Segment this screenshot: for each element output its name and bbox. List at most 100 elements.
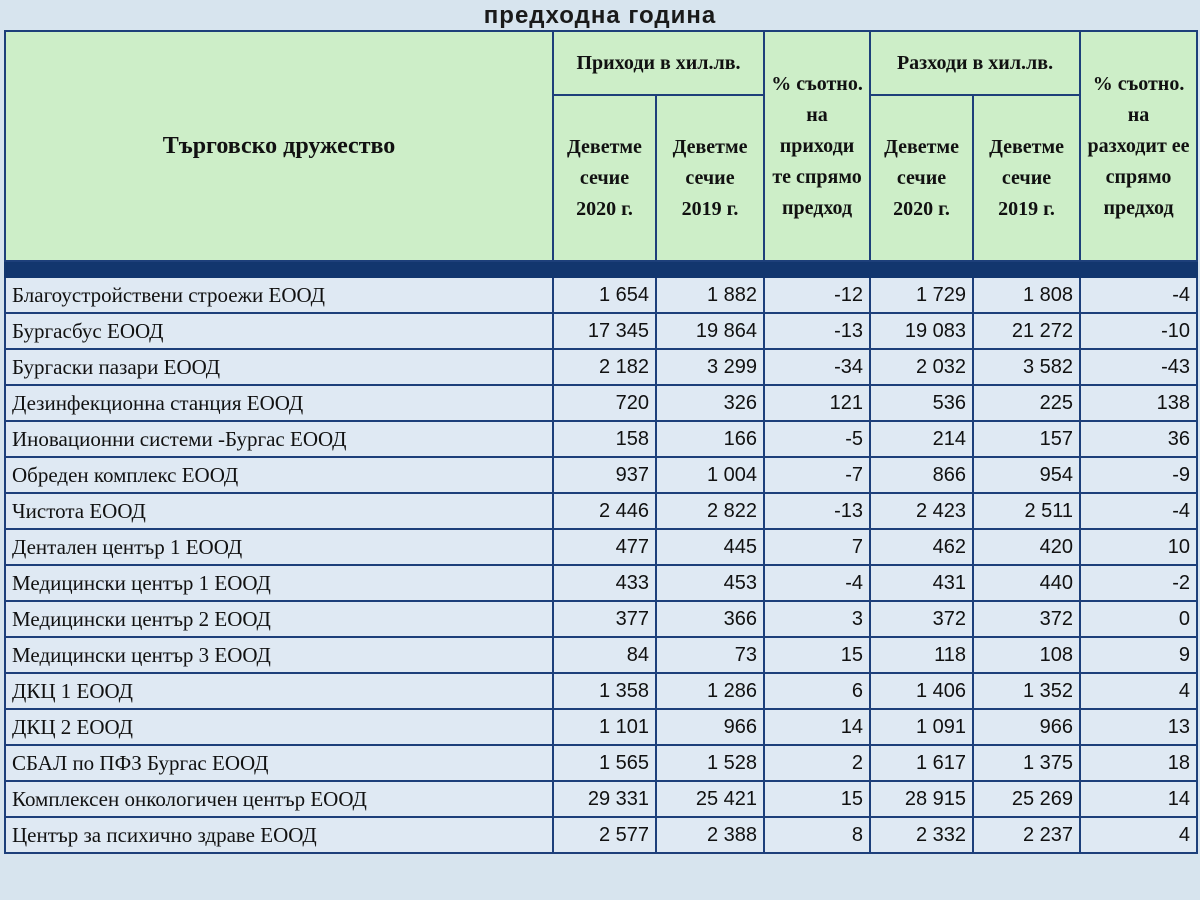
company-financials-table: Търговско дружество Приходи в хил.лв. % … — [3, 30, 1199, 854]
table-row: Благоустройствени строежи ЕООД 1 654 1 882… — [4, 276, 1199, 314]
income-2019-cell: 1 882 — [654, 276, 766, 314]
income-pct-cell: -4 — [763, 564, 872, 602]
income-2020-cell: 477 — [552, 528, 657, 566]
table-row: Иновационни системи -Бургас ЕООД 158 166 -5… — [4, 420, 1199, 458]
header-income-2020: Деветме сечие 2020 г. — [552, 94, 657, 262]
income-2019-cell: 25 421 — [654, 780, 766, 818]
expense-2020-cell: 2 032 — [869, 348, 975, 386]
expense-2019-cell: 1 352 — [972, 672, 1082, 710]
header-expense-pct: % съотно. на разходит ее спрямо предход — [1079, 30, 1199, 262]
expense-2020-cell: 1 406 — [869, 672, 975, 710]
expense-2019-cell: 440 — [972, 564, 1082, 602]
income-pct-cell: 2 — [763, 744, 872, 782]
income-2020-cell: 433 — [552, 564, 657, 602]
income-2020-cell: 29 331 — [552, 780, 657, 818]
income-2019-cell: 326 — [654, 384, 766, 422]
table-row: Обреден комплекс ЕООД 937 1 004 -7 866 954 -9 — [4, 456, 1199, 494]
company-name-cell: Медицински център 3 ЕООД — [4, 636, 554, 674]
expense-pct-cell: 14 — [1079, 780, 1199, 818]
company-name-cell: Иновационни системи -Бургас ЕООД — [4, 420, 554, 458]
income-2019-cell: 2 388 — [654, 816, 766, 854]
income-2019-cell: 73 — [654, 636, 766, 674]
expense-2020-cell: 431 — [869, 564, 975, 602]
income-pct-cell: 14 — [763, 708, 872, 746]
income-2019-cell: 2 822 — [654, 492, 766, 530]
table-row: Медицински център 2 ЕООД 377 366 3 372 372 0 — [4, 600, 1199, 638]
income-2020-cell: 2 577 — [552, 816, 657, 854]
income-2020-cell: 2 446 — [552, 492, 657, 530]
expense-pct-cell: -4 — [1079, 276, 1199, 314]
header-income-pct: % съотно. на приходи те спрямо предход — [763, 30, 872, 262]
expense-2020-cell: 1 729 — [869, 276, 975, 314]
company-name-cell: ДКЦ 1 ЕООД — [4, 672, 554, 710]
expense-2020-cell: 536 — [869, 384, 975, 422]
expense-2019-cell: 157 — [972, 420, 1082, 458]
expense-pct-cell: 138 — [1079, 384, 1199, 422]
table-row: Медицински център 3 ЕООД 84 73 15 118 108 9 — [4, 636, 1199, 674]
expense-2019-cell: 225 — [972, 384, 1082, 422]
expense-2020-cell: 19 083 — [869, 312, 975, 350]
table-row: ДКЦ 1 ЕООД 1 358 1 286 6 1 406 1 352 4 — [4, 672, 1199, 710]
expense-pct-cell: 18 — [1079, 744, 1199, 782]
company-name-cell: Дезинфекционна станция ЕООД — [4, 384, 554, 422]
income-2020-cell: 1 565 — [552, 744, 657, 782]
header-income-group: Приходи в хил.лв. — [551, 30, 766, 96]
income-pct-cell: -34 — [763, 348, 872, 386]
income-pct-cell: 8 — [763, 816, 872, 854]
expense-2020-cell: 214 — [869, 420, 975, 458]
expense-2019-cell: 966 — [972, 708, 1082, 746]
expense-pct-cell: 4 — [1079, 672, 1199, 710]
income-2020-cell: 84 — [552, 636, 657, 674]
income-2020-cell: 17 345 — [552, 312, 657, 350]
income-2019-cell: 366 — [654, 600, 766, 638]
income-pct-cell: 121 — [763, 384, 872, 422]
header-company: Търговско дружество — [4, 30, 554, 262]
expense-2020-cell: 1 091 — [869, 708, 975, 746]
expense-2020-cell: 1 617 — [869, 744, 975, 782]
company-name-cell: Център за психично здраве ЕООД — [4, 816, 554, 854]
income-pct-cell: 3 — [763, 600, 872, 638]
company-name-cell: Обреден комплекс ЕООД — [4, 456, 554, 494]
table-row: СБАЛ по ПФЗ Бургас ЕООД 1 565 1 528 2 1 617 1… — [4, 744, 1199, 782]
table-row: Център за психично здраве ЕООД 2 577 2 388… — [4, 816, 1199, 854]
income-2020-cell: 377 — [552, 600, 657, 638]
table-row: Комплексен онкологичен център ЕООД 29 331… — [4, 780, 1199, 818]
expense-pct-cell: 13 — [1079, 708, 1199, 746]
expense-2020-cell: 28 915 — [869, 780, 975, 818]
income-pct-cell: 15 — [763, 636, 872, 674]
income-pct-cell: -13 — [763, 312, 872, 350]
header-expense-2019: Деветме сечие 2019 г. — [972, 94, 1082, 262]
expense-2019-cell: 1 808 — [972, 276, 1082, 314]
income-pct-cell: 6 — [763, 672, 872, 710]
header-income-2019: Деветме сечие 2019 г. — [654, 94, 766, 262]
income-2019-cell: 1 286 — [654, 672, 766, 710]
table-row: Дезинфекционна станция ЕООД 720 326 121 536 2… — [4, 384, 1199, 422]
income-2019-cell: 1 528 — [654, 744, 766, 782]
income-pct-cell: -13 — [763, 492, 872, 530]
income-2020-cell: 937 — [552, 456, 657, 494]
income-2019-cell: 445 — [654, 528, 766, 566]
income-2019-cell: 966 — [654, 708, 766, 746]
company-name-cell: Бургасбус ЕООД — [4, 312, 554, 350]
expense-2019-cell: 108 — [972, 636, 1082, 674]
expense-pct-cell: -4 — [1079, 492, 1199, 530]
header-row-top: Търговско дружество Приходи в хил.лв. % … — [4, 30, 1199, 262]
table-row: Бургаски пазари ЕООД 2 182 3 299 -34 2 032 3 … — [4, 348, 1199, 386]
income-2019-cell: 453 — [654, 564, 766, 602]
company-name-cell: Медицински център 2 ЕООД — [4, 600, 554, 638]
table-row: Медицински център 1 ЕООД 433 453 -4 431 440 -2 — [4, 564, 1199, 602]
expense-2019-cell: 954 — [972, 456, 1082, 494]
expense-pct-cell: 36 — [1079, 420, 1199, 458]
expense-pct-cell: -9 — [1079, 456, 1199, 494]
table-row: Дентален център 1 ЕООД 477 445 7 462 420 10 — [4, 528, 1199, 566]
header-row-bottom: Деветме сечие 2020 г. Деветме сечие 2019… — [5, 94, 1197, 262]
expense-2019-cell: 1 375 — [972, 744, 1082, 782]
income-2019-cell: 166 — [654, 420, 766, 458]
expense-2019-cell: 25 269 — [972, 780, 1082, 818]
expense-2019-cell: 21 272 — [972, 312, 1082, 350]
company-name-cell: Благоустройствени строежи ЕООД — [4, 276, 554, 314]
expense-2020-cell: 866 — [869, 456, 975, 494]
table-row: Чистота ЕООД 2 446 2 822 -13 2 423 2 511 -4 — [4, 492, 1199, 530]
expense-pct-cell: 0 — [1079, 600, 1199, 638]
expense-2019-cell: 2 511 — [972, 492, 1082, 530]
